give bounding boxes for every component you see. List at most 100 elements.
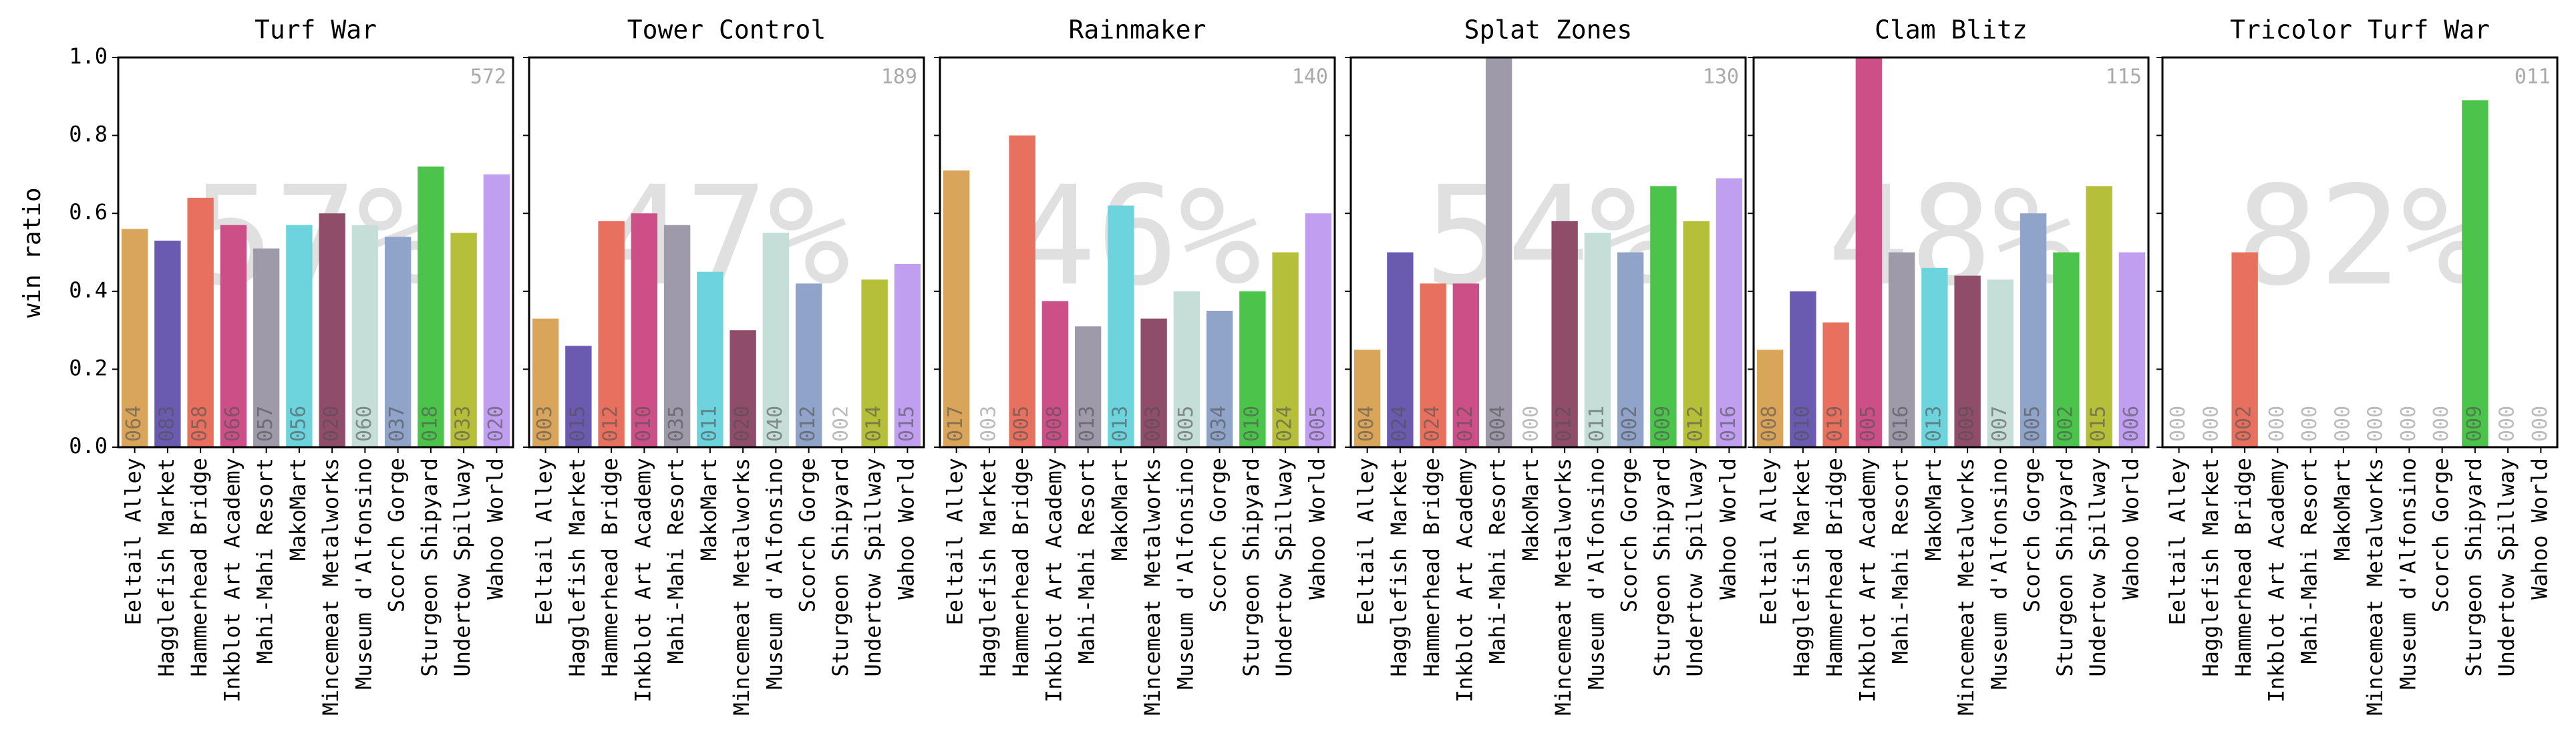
count-label: 002 bbox=[2054, 406, 2077, 442]
count-label: 016 bbox=[1889, 406, 1913, 442]
x-tick-label: Undertow Spillway bbox=[2494, 458, 2519, 677]
plot-frame bbox=[2161, 56, 2559, 449]
count-label: 010 bbox=[632, 406, 655, 442]
x-tick-label: Eeltail Alley bbox=[943, 458, 968, 625]
total-count: 140 bbox=[1292, 66, 1328, 89]
count-label: 000 bbox=[1519, 406, 1543, 442]
count-label: 011 bbox=[697, 406, 721, 442]
x-tick-label: Scorch Gorge bbox=[1617, 458, 1642, 612]
x-tick-label: MakoMart bbox=[285, 458, 311, 561]
bar bbox=[631, 213, 658, 447]
count-label: 000 bbox=[2529, 406, 2552, 442]
y-tick-label: 0.8 bbox=[69, 122, 108, 147]
x-tick-label: Mahi-Mahi Resort bbox=[1074, 458, 1100, 664]
bar bbox=[154, 241, 181, 447]
count-label: 083 bbox=[155, 406, 178, 442]
x-tick-label: Hammerhead Bridge bbox=[597, 458, 623, 677]
count-label: 012 bbox=[599, 406, 623, 442]
x-tick-label: Mincemeat Metalworks bbox=[1953, 458, 1979, 715]
count-label: 020 bbox=[484, 406, 508, 442]
count-label: 003 bbox=[977, 406, 1000, 442]
y-tick-label: 0.6 bbox=[69, 199, 108, 225]
bar bbox=[565, 346, 592, 447]
bar bbox=[1921, 267, 1948, 447]
bar bbox=[2020, 213, 2047, 447]
x-tick-label: MakoMart bbox=[696, 458, 721, 561]
bar bbox=[483, 174, 510, 447]
x-tick-label: Mahi-Mahi Resort bbox=[1888, 458, 1913, 664]
x-tick-label: Eeltail Alley bbox=[121, 458, 146, 625]
x-tick-label: Hammerhead Bridge bbox=[1008, 458, 1033, 677]
count-label: 017 bbox=[944, 406, 967, 442]
x-tick-label: Museum d'Alfonsino bbox=[1986, 458, 2011, 690]
count-label: 000 bbox=[2364, 406, 2388, 442]
count-label: 005 bbox=[1857, 406, 1880, 442]
count-label: 033 bbox=[452, 406, 475, 442]
x-tick-label: Wahoo World bbox=[2118, 458, 2143, 600]
x-tick-label: Undertow Spillway bbox=[1682, 458, 1708, 677]
x-tick-label: Museum d'Alfonsino bbox=[1583, 458, 1609, 690]
count-label: 064 bbox=[122, 406, 146, 442]
count-label: 013 bbox=[1076, 406, 1099, 442]
count-label: 035 bbox=[665, 406, 688, 442]
total-count: 115 bbox=[2106, 66, 2142, 89]
bar bbox=[450, 233, 477, 447]
count-label: 010 bbox=[1240, 406, 1263, 442]
plot-frame bbox=[1349, 56, 1747, 449]
x-tick-label: Sturgeon Shipyard bbox=[828, 458, 853, 677]
x-tick-label: Mincemeat Metalworks bbox=[1551, 458, 1576, 715]
count-label: 005 bbox=[1306, 406, 1329, 442]
bar bbox=[697, 271, 723, 447]
count-label: 013 bbox=[1922, 406, 1945, 442]
bar bbox=[532, 318, 559, 447]
count-label: 012 bbox=[1684, 406, 1708, 442]
count-label: 000 bbox=[2331, 406, 2354, 442]
count-label: 024 bbox=[1273, 406, 1297, 442]
count-label: 002 bbox=[1618, 406, 1641, 442]
x-tick-label: MakoMart bbox=[2329, 458, 2355, 561]
subplot-title: Turf War bbox=[255, 15, 377, 45]
x-tick-label: Undertow Spillway bbox=[450, 458, 475, 677]
count-label: 005 bbox=[2021, 406, 2044, 442]
bar bbox=[121, 229, 148, 447]
x-tick-label: Mincemeat Metalworks bbox=[729, 458, 754, 715]
x-tick-label: Hagglefish Market bbox=[565, 458, 590, 677]
subplot-title: Splat Zones bbox=[1464, 15, 1633, 45]
bar bbox=[1683, 221, 1710, 447]
bar bbox=[1353, 350, 1381, 447]
count-label: 020 bbox=[320, 406, 343, 442]
bar bbox=[943, 170, 970, 447]
x-tick-label: Wahoo World bbox=[2527, 458, 2552, 600]
count-label: 014 bbox=[862, 406, 886, 442]
bar bbox=[319, 213, 345, 447]
count-label: 040 bbox=[764, 406, 787, 442]
x-tick-label: Scorch Gorge bbox=[2020, 458, 2045, 612]
bar bbox=[2462, 100, 2488, 447]
bar bbox=[1987, 279, 2014, 447]
count-label: 066 bbox=[221, 406, 245, 442]
count-label: 015 bbox=[895, 406, 919, 442]
subplot-title: Tower Control bbox=[627, 15, 826, 45]
x-tick-label: Inkblot Art Academy bbox=[1855, 458, 1880, 703]
count-label: 015 bbox=[2087, 406, 2110, 442]
count-label: 058 bbox=[188, 406, 212, 442]
count-label: 000 bbox=[2430, 406, 2453, 442]
x-tick-label: Wahoo World bbox=[482, 458, 508, 600]
y-axis-label: win ratio bbox=[19, 187, 46, 318]
count-label: 007 bbox=[1988, 406, 2011, 442]
x-tick-label: Undertow Spillway bbox=[2085, 458, 2110, 677]
count-label: 034 bbox=[1207, 406, 1231, 442]
x-tick-label: Scorch Gorge bbox=[384, 458, 410, 612]
bar bbox=[1650, 186, 1677, 447]
plot-frame bbox=[117, 56, 514, 449]
count-label: 005 bbox=[1010, 406, 1033, 442]
x-tick-label: Hagglefish Market bbox=[1386, 458, 1412, 677]
plot-frame bbox=[528, 56, 925, 449]
x-tick-label: Hammerhead Bridge bbox=[1822, 458, 1847, 677]
x-tick-label: MakoMart bbox=[1921, 458, 1946, 561]
bar bbox=[762, 233, 790, 447]
bar bbox=[2053, 252, 2080, 447]
x-tick-label: Inkblot Art Academy bbox=[2263, 458, 2289, 703]
x-tick-label: Mahi-Mahi Resort bbox=[1485, 458, 1510, 664]
